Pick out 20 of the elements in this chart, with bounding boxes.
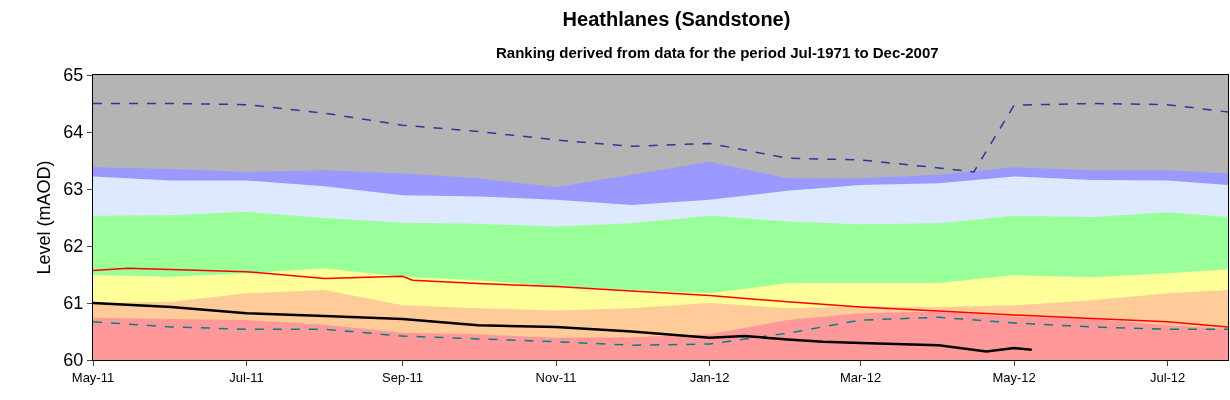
y-tick-label: 63	[63, 179, 84, 200]
y-axis-title: Level (mAOD)	[33, 160, 54, 275]
x-tick-label: May-12	[992, 369, 1036, 385]
y-tick-label: 61	[63, 293, 84, 314]
x-tick-label: Jan-12	[689, 369, 730, 385]
y-tick-label: 60	[63, 350, 84, 371]
x-tick-label: Jul-12	[1149, 369, 1186, 385]
x-tick-label: Jul-11	[229, 369, 264, 385]
line-series	[93, 267, 1228, 328]
x-tick-label: May-11	[71, 369, 115, 385]
x-tick-label: Mar-12	[839, 369, 882, 385]
y-tick-label: 62	[63, 236, 84, 257]
chart-subtitle: Ranking derived from data for the period Jul-1971 to Dec-2007	[496, 44, 939, 61]
y-tick-label: 65	[63, 65, 84, 86]
chart-title: Heathlanes (Sandstone)	[562, 8, 791, 31]
line-series	[93, 102, 1228, 173]
x-tick-label: Sep-11	[382, 369, 424, 385]
y-tick-label: 64	[63, 122, 84, 143]
x-tick-label: Nov-11	[535, 369, 577, 385]
line-series	[93, 316, 1228, 346]
